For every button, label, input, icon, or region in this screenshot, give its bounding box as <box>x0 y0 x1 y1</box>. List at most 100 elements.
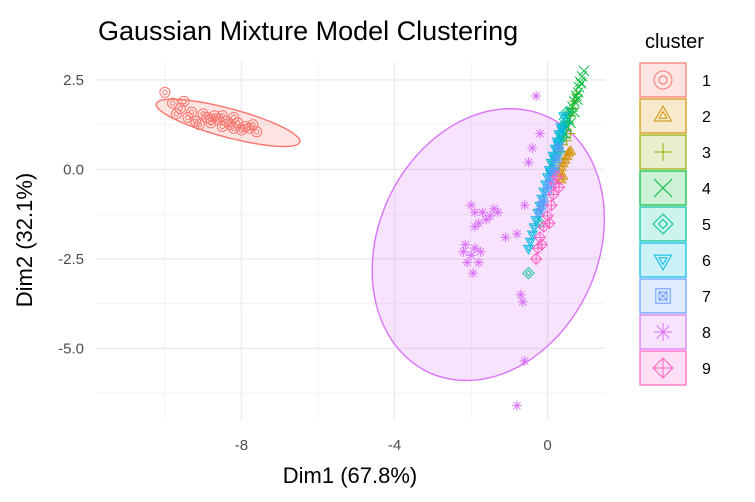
x-tick-label: -8 <box>235 437 248 454</box>
point-cluster-8 <box>469 221 480 232</box>
point-cluster-9 <box>547 188 560 201</box>
legend-label-9: 9 <box>702 361 711 378</box>
point-cluster-1 <box>205 117 217 129</box>
point-cluster-8 <box>511 400 522 411</box>
point-cluster-6 <box>524 237 537 248</box>
point-cluster-9 <box>545 198 558 212</box>
point-cluster-7 <box>554 143 564 153</box>
point-cluster-1 <box>197 108 209 120</box>
point-cluster-7 <box>535 207 545 217</box>
legend-label-3: 3 <box>702 145 711 162</box>
chart-title: Gaussian Mixture Model Clustering <box>98 16 518 46</box>
x-axis-ticks: -8 -4 0 <box>235 437 552 454</box>
legend-label-7: 7 <box>702 289 711 306</box>
point-cluster-8 <box>500 232 511 243</box>
y-axis-title: Dim2 (32.1%) <box>12 173 37 307</box>
legend-key-symbol-2 <box>653 105 673 122</box>
legend-label-5: 5 <box>702 217 711 234</box>
point-cluster-8 <box>473 257 484 268</box>
point-cluster-1 <box>235 124 247 136</box>
point-cluster-8 <box>511 228 522 239</box>
point-cluster-1 <box>182 111 194 123</box>
legend-key-symbol-6 <box>653 254 673 271</box>
point-cluster-8 <box>531 91 542 102</box>
point-cluster-8 <box>492 207 503 218</box>
data-points <box>159 65 590 411</box>
point-cluster-1 <box>224 119 236 131</box>
legend-key-4 <box>639 170 687 206</box>
point-cluster-8 <box>517 296 528 307</box>
point-cluster-1 <box>193 119 205 131</box>
point-cluster-9 <box>552 181 566 194</box>
point-cluster-1 <box>243 122 255 134</box>
point-cluster-4 <box>578 65 590 77</box>
point-cluster-1 <box>251 126 263 138</box>
point-cluster-8 <box>527 142 538 153</box>
legend-key-symbol-3 <box>654 143 672 161</box>
legend-key-6 <box>639 242 687 278</box>
point-cluster-4 <box>570 90 582 102</box>
point-cluster-8 <box>467 268 478 279</box>
legend-label-2: 2 <box>702 109 711 126</box>
x-tick-label: 0 <box>543 437 551 454</box>
point-cluster-4 <box>575 78 587 89</box>
x-tick-label: -4 <box>388 437 401 454</box>
point-cluster-5 <box>522 266 535 280</box>
point-cluster-2 <box>564 144 577 155</box>
point-cluster-1 <box>159 86 171 98</box>
point-cluster-1 <box>190 115 202 127</box>
y-axis-ticks: 2.5 0.0 -2.5 -5.0 <box>58 72 84 357</box>
legend-item-6: 6 <box>639 242 711 278</box>
legend-item-5: 5 <box>639 206 711 242</box>
point-cluster-8 <box>466 200 477 211</box>
legend-key-symbol-5 <box>652 213 674 235</box>
point-cluster-9 <box>529 252 543 266</box>
point-cluster-9 <box>535 238 549 251</box>
point-cluster-8 <box>469 243 480 254</box>
point-cluster-1 <box>228 122 240 134</box>
y-tick-label: -5.0 <box>58 340 84 357</box>
legend-key-5 <box>639 206 687 242</box>
legend-item-7: 7 <box>639 278 711 314</box>
point-cluster-9 <box>550 170 564 183</box>
legend-key-symbol-8 <box>654 323 672 341</box>
point-cluster-8 <box>466 250 477 261</box>
legend-item-8: 8 <box>639 314 711 350</box>
legend-key-symbol-1 <box>653 70 673 90</box>
point-cluster-8 <box>458 246 469 257</box>
point-cluster-8 <box>475 246 486 257</box>
y-tick-label: 2.5 <box>63 72 84 89</box>
y-tick-label: -2.5 <box>58 251 84 268</box>
legend-label-6: 6 <box>702 253 711 270</box>
legend-key-symbol-4 <box>653 178 673 198</box>
point-cluster-8 <box>515 289 526 300</box>
legend-key-symbol-7 <box>655 288 671 304</box>
legend-label-8: 8 <box>702 325 711 342</box>
point-cluster-7 <box>552 154 562 164</box>
point-cluster-8 <box>462 257 473 268</box>
legend-item-2: 2 <box>639 98 711 134</box>
point-cluster-8 <box>477 207 488 218</box>
legend-item-1: 1 <box>639 62 711 98</box>
legend: 1 2 3 4 5 6 7 8 9 <box>639 62 711 386</box>
point-cluster-1 <box>247 119 259 131</box>
legend-key-symbol-9 <box>652 357 674 379</box>
point-cluster-8 <box>523 157 534 168</box>
point-cluster-8 <box>519 200 530 211</box>
legend-key-2 <box>639 98 687 134</box>
point-cluster-1 <box>178 95 190 107</box>
legend-item-4: 4 <box>639 170 711 206</box>
point-cluster-4 <box>569 106 580 118</box>
legend-item-3: 3 <box>639 134 711 170</box>
point-cluster-6 <box>526 230 538 241</box>
point-cluster-1 <box>167 97 179 109</box>
plot-grid <box>96 62 605 420</box>
legend-title: cluster <box>645 31 704 53</box>
x-axis-title: Dim1 (67.8%) <box>283 463 417 488</box>
y-tick-label: 0.0 <box>63 161 84 178</box>
point-cluster-6 <box>558 112 570 123</box>
point-cluster-6 <box>528 223 540 234</box>
legend-label-1: 1 <box>702 73 711 90</box>
point-cluster-1 <box>216 110 228 122</box>
